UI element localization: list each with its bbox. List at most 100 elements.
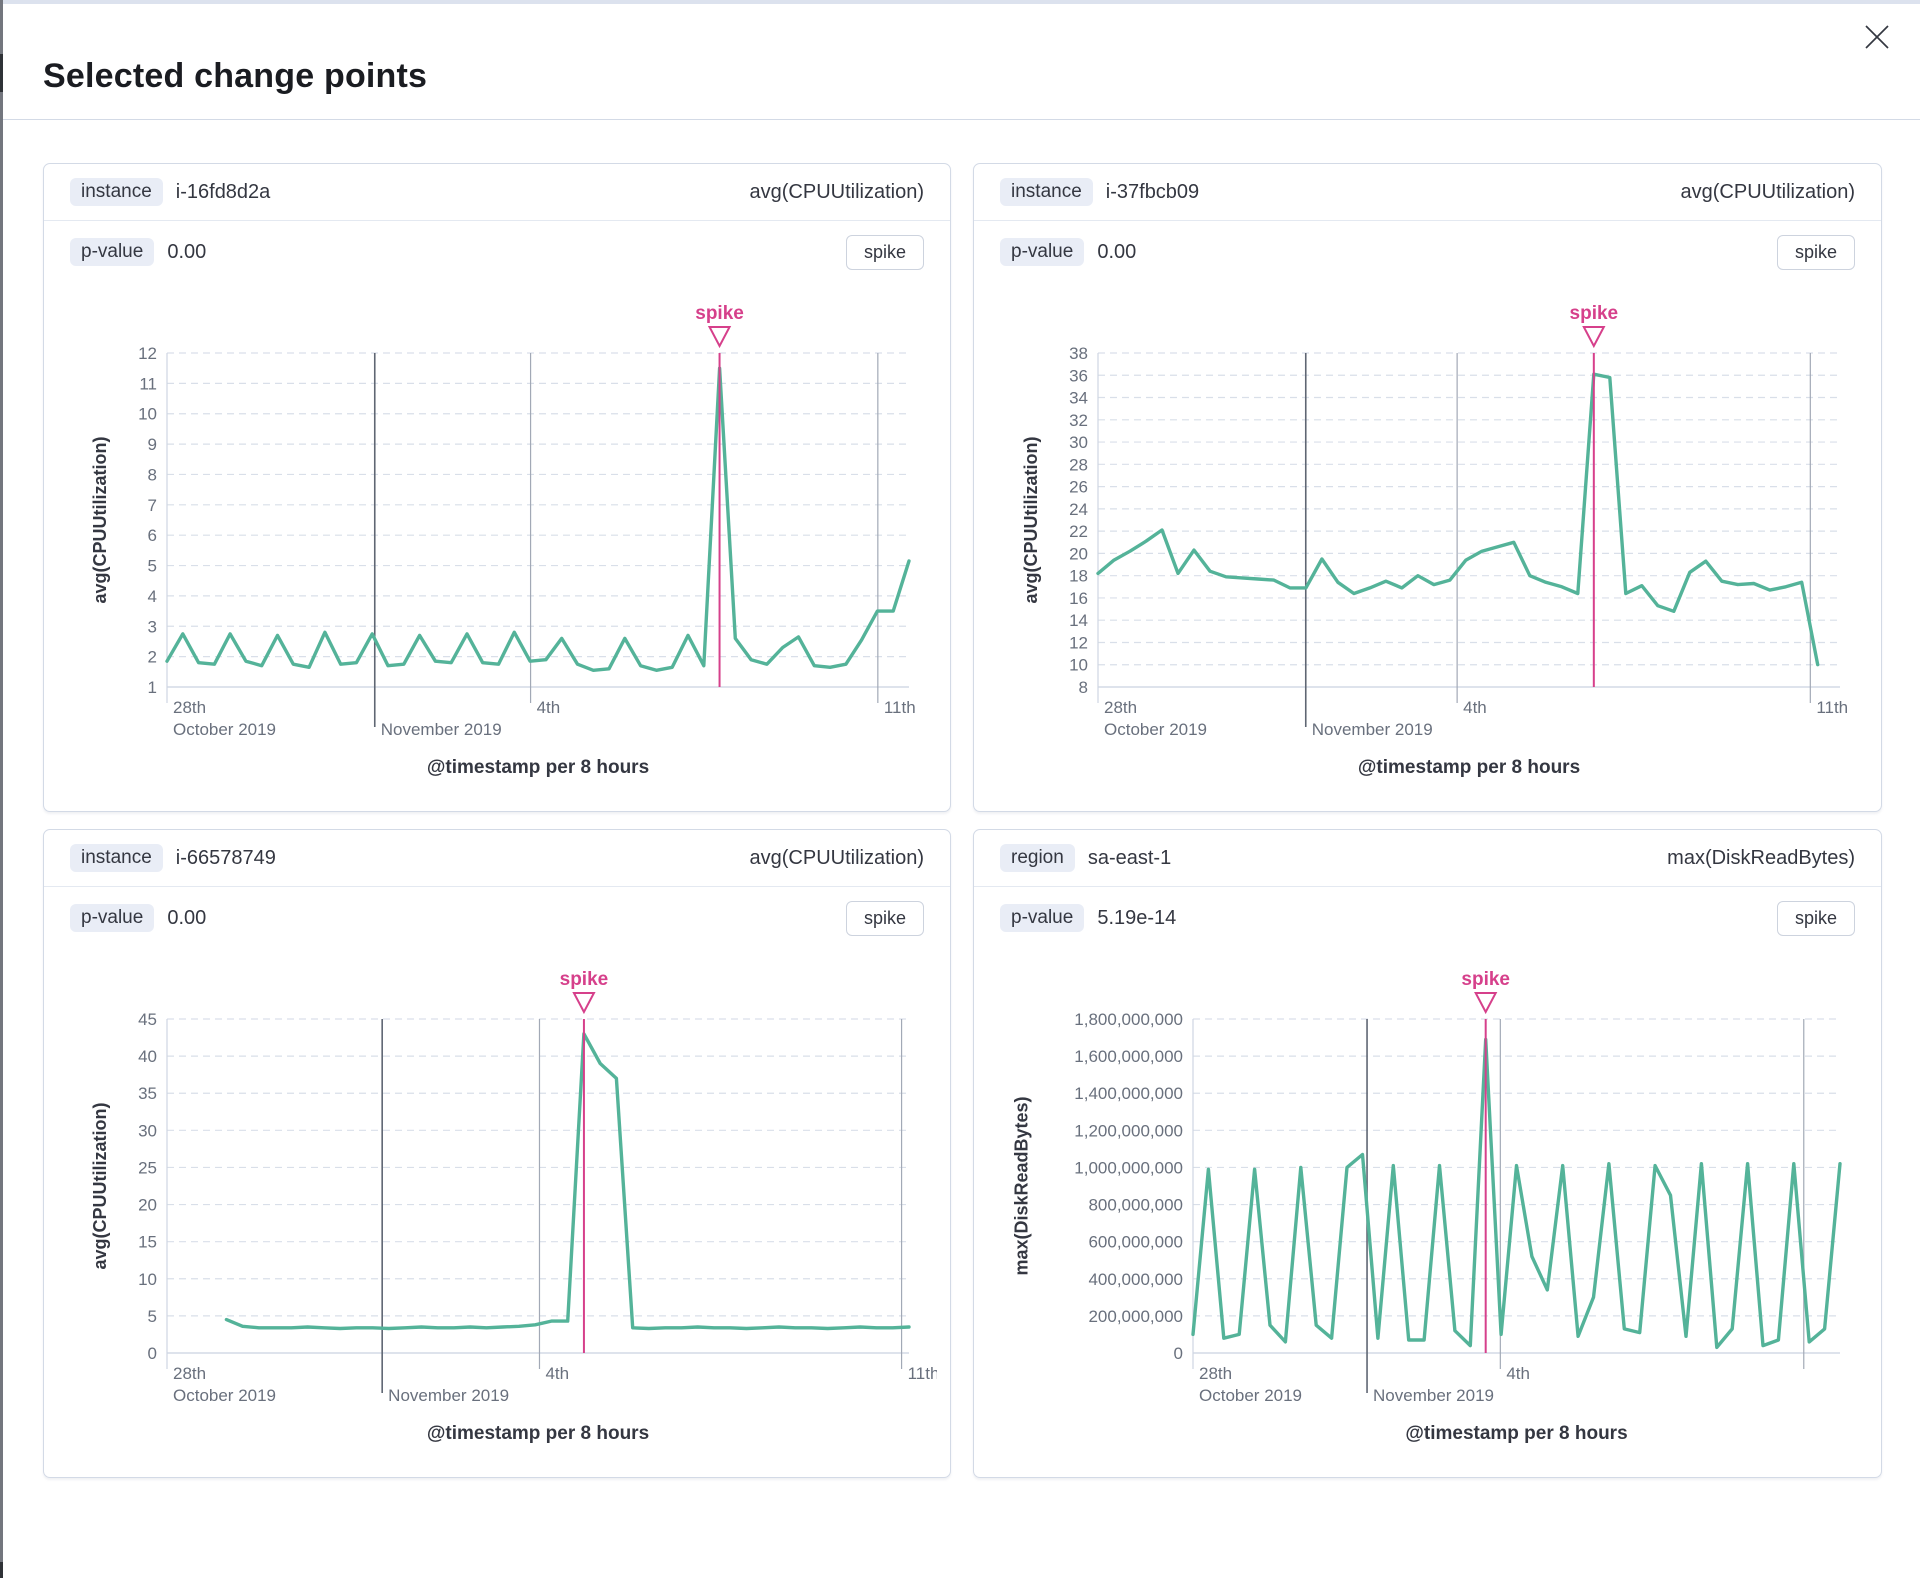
close-icon xyxy=(1865,25,1889,49)
svg-text:40: 40 xyxy=(138,1047,157,1066)
change-point-grid: instance i-16fd8d2a avg(CPUUtilization) … xyxy=(43,163,1882,1478)
svg-text:4th: 4th xyxy=(545,1364,569,1383)
svg-text:avg(CPUUtilization): avg(CPUUtilization) xyxy=(90,436,110,603)
svg-text:5: 5 xyxy=(148,557,157,576)
svg-text:spike: spike xyxy=(1461,969,1510,990)
svg-text:0: 0 xyxy=(148,1344,157,1363)
metric-label: avg(CPUUtilization) xyxy=(749,180,925,203)
page-left-edge-detail xyxy=(0,54,3,92)
p-value: 0.00 xyxy=(167,906,207,929)
card-header: instance i-37fbcb09 avg(CPUUtilization) xyxy=(974,164,1881,221)
chart-area: 1 2 3 4 5 6 7 8 9 10 11 12 28th October 2019 November … xyxy=(44,287,950,787)
svg-text:4: 4 xyxy=(148,587,157,606)
page-left-edge xyxy=(0,0,3,1578)
svg-text:600,000,000: 600,000,000 xyxy=(1088,1233,1183,1252)
field-badge: instance xyxy=(1000,178,1093,206)
spike-type-button[interactable]: spike xyxy=(845,900,924,936)
svg-text:28th: 28th xyxy=(1104,698,1137,717)
field-badge: instance xyxy=(70,844,163,872)
svg-text:11th: 11th xyxy=(884,698,916,717)
svg-text:28th: 28th xyxy=(1199,1364,1232,1383)
line-chart[interactable]: 0 200,000,000 400,000,000 600,000,000 800,00… xyxy=(988,953,1868,1453)
p-value: 5.19e-14 xyxy=(1097,906,1177,929)
svg-text:3: 3 xyxy=(148,617,157,636)
svg-text:7: 7 xyxy=(148,496,157,515)
svg-text:1,800,000,000: 1,800,000,000 xyxy=(1074,1010,1183,1029)
svg-text:10: 10 xyxy=(138,405,157,424)
p-value-row: p-value 0.00 spike xyxy=(974,221,1881,283)
svg-text:11th: 11th xyxy=(908,1364,937,1383)
svg-text:4th: 4th xyxy=(1463,698,1487,717)
close-button[interactable] xyxy=(1858,18,1898,58)
p-value-badge: p-value xyxy=(70,904,155,932)
svg-text:1,200,000,000: 1,200,000,000 xyxy=(1074,1121,1183,1140)
svg-text:1: 1 xyxy=(148,678,157,697)
svg-text:12: 12 xyxy=(138,344,157,363)
svg-text:12: 12 xyxy=(1069,633,1088,652)
svg-text:8: 8 xyxy=(148,465,157,484)
svg-text:35: 35 xyxy=(138,1084,157,1103)
line-chart[interactable]: 0 5 10 15 20 25 30 35 40 45 28th October 2019 Novemb… xyxy=(57,953,937,1453)
field-badge: region xyxy=(1000,844,1075,872)
svg-text:15: 15 xyxy=(138,1233,157,1252)
change-point-card-4: region sa-east-1 max(DiskReadBytes) p-va… xyxy=(973,829,1882,1478)
svg-text:October 2019: October 2019 xyxy=(173,720,276,739)
svg-text:@timestamp per 8 hours: @timestamp per 8 hours xyxy=(1405,1423,1627,1444)
svg-text:10: 10 xyxy=(1069,656,1088,675)
svg-text:November 2019: November 2019 xyxy=(381,720,502,739)
card-header: instance i-66578749 avg(CPUUtilization) xyxy=(44,830,950,887)
card-header: region sa-east-1 max(DiskReadBytes) xyxy=(974,830,1881,887)
field-value: i-66578749 xyxy=(175,846,276,869)
p-value-row: p-value 0.00 spike xyxy=(44,221,950,283)
field-value: sa-east-1 xyxy=(1087,846,1172,869)
chart-area: 0 200,000,000 400,000,000 600,000,000 800,00… xyxy=(974,953,1881,1453)
svg-text:34: 34 xyxy=(1069,389,1088,408)
svg-text:11: 11 xyxy=(139,374,157,393)
svg-text:38: 38 xyxy=(1069,344,1088,363)
metric-label: avg(CPUUtilization) xyxy=(749,846,925,869)
card-header: instance i-16fd8d2a avg(CPUUtilization) xyxy=(44,164,950,221)
metric-label: avg(CPUUtilization) xyxy=(1680,180,1856,203)
spike-type-button[interactable]: spike xyxy=(1776,234,1855,270)
line-chart[interactable]: 8 10 12 14 16 18 20 22 24 26 28 30 32 34 36 38 28th Octob… xyxy=(988,287,1868,787)
svg-text:800,000,000: 800,000,000 xyxy=(1088,1196,1183,1215)
spike-type-button[interactable]: spike xyxy=(845,234,924,270)
svg-text:November 2019: November 2019 xyxy=(1373,1386,1494,1405)
page-title: Selected change points xyxy=(43,56,428,95)
svg-text:avg(CPUUtilization): avg(CPUUtilization) xyxy=(90,1102,110,1269)
svg-text:30: 30 xyxy=(1069,433,1088,452)
svg-text:22: 22 xyxy=(1069,522,1088,541)
svg-text:spike: spike xyxy=(695,303,744,324)
chart-area: 0 5 10 15 20 25 30 35 40 45 28th October 2019 Novemb… xyxy=(44,953,950,1453)
change-point-card-1: instance i-16fd8d2a avg(CPUUtilization) … xyxy=(43,163,951,812)
svg-text:18: 18 xyxy=(1069,567,1088,586)
svg-text:20: 20 xyxy=(1069,544,1088,563)
svg-text:November 2019: November 2019 xyxy=(388,1386,509,1405)
svg-text:@timestamp per 8 hours: @timestamp per 8 hours xyxy=(427,1423,649,1444)
svg-text:1,000,000,000: 1,000,000,000 xyxy=(1074,1158,1183,1177)
svg-text:1,600,000,000: 1,600,000,000 xyxy=(1074,1047,1183,1066)
chart-area: 8 10 12 14 16 18 20 22 24 26 28 30 32 34 36 38 28th Octob… xyxy=(974,287,1881,787)
svg-text:October 2019: October 2019 xyxy=(1199,1386,1302,1405)
svg-text:36: 36 xyxy=(1069,366,1088,385)
svg-text:45: 45 xyxy=(138,1010,157,1029)
svg-text:@timestamp per 8 hours: @timestamp per 8 hours xyxy=(427,757,649,778)
svg-text:28th: 28th xyxy=(173,698,206,717)
p-value-row: p-value 5.19e-14 spike xyxy=(974,887,1881,949)
svg-text:November 2019: November 2019 xyxy=(1311,720,1432,739)
svg-text:1,400,000,000: 1,400,000,000 xyxy=(1074,1084,1183,1103)
page-top-edge xyxy=(0,0,1920,4)
svg-text:30: 30 xyxy=(138,1121,157,1140)
svg-text:spike: spike xyxy=(1569,303,1618,324)
svg-text:@timestamp per 8 hours: @timestamp per 8 hours xyxy=(1357,757,1579,778)
svg-text:400,000,000: 400,000,000 xyxy=(1088,1270,1183,1289)
svg-text:October 2019: October 2019 xyxy=(1104,720,1207,739)
p-value-badge: p-value xyxy=(1000,238,1085,266)
p-value: 0.00 xyxy=(1097,240,1137,263)
spike-type-button[interactable]: spike xyxy=(1776,900,1855,936)
svg-text:6: 6 xyxy=(148,526,157,545)
svg-text:14: 14 xyxy=(1069,611,1088,630)
svg-text:0: 0 xyxy=(1173,1344,1182,1363)
field-value: i-16fd8d2a xyxy=(175,180,271,203)
